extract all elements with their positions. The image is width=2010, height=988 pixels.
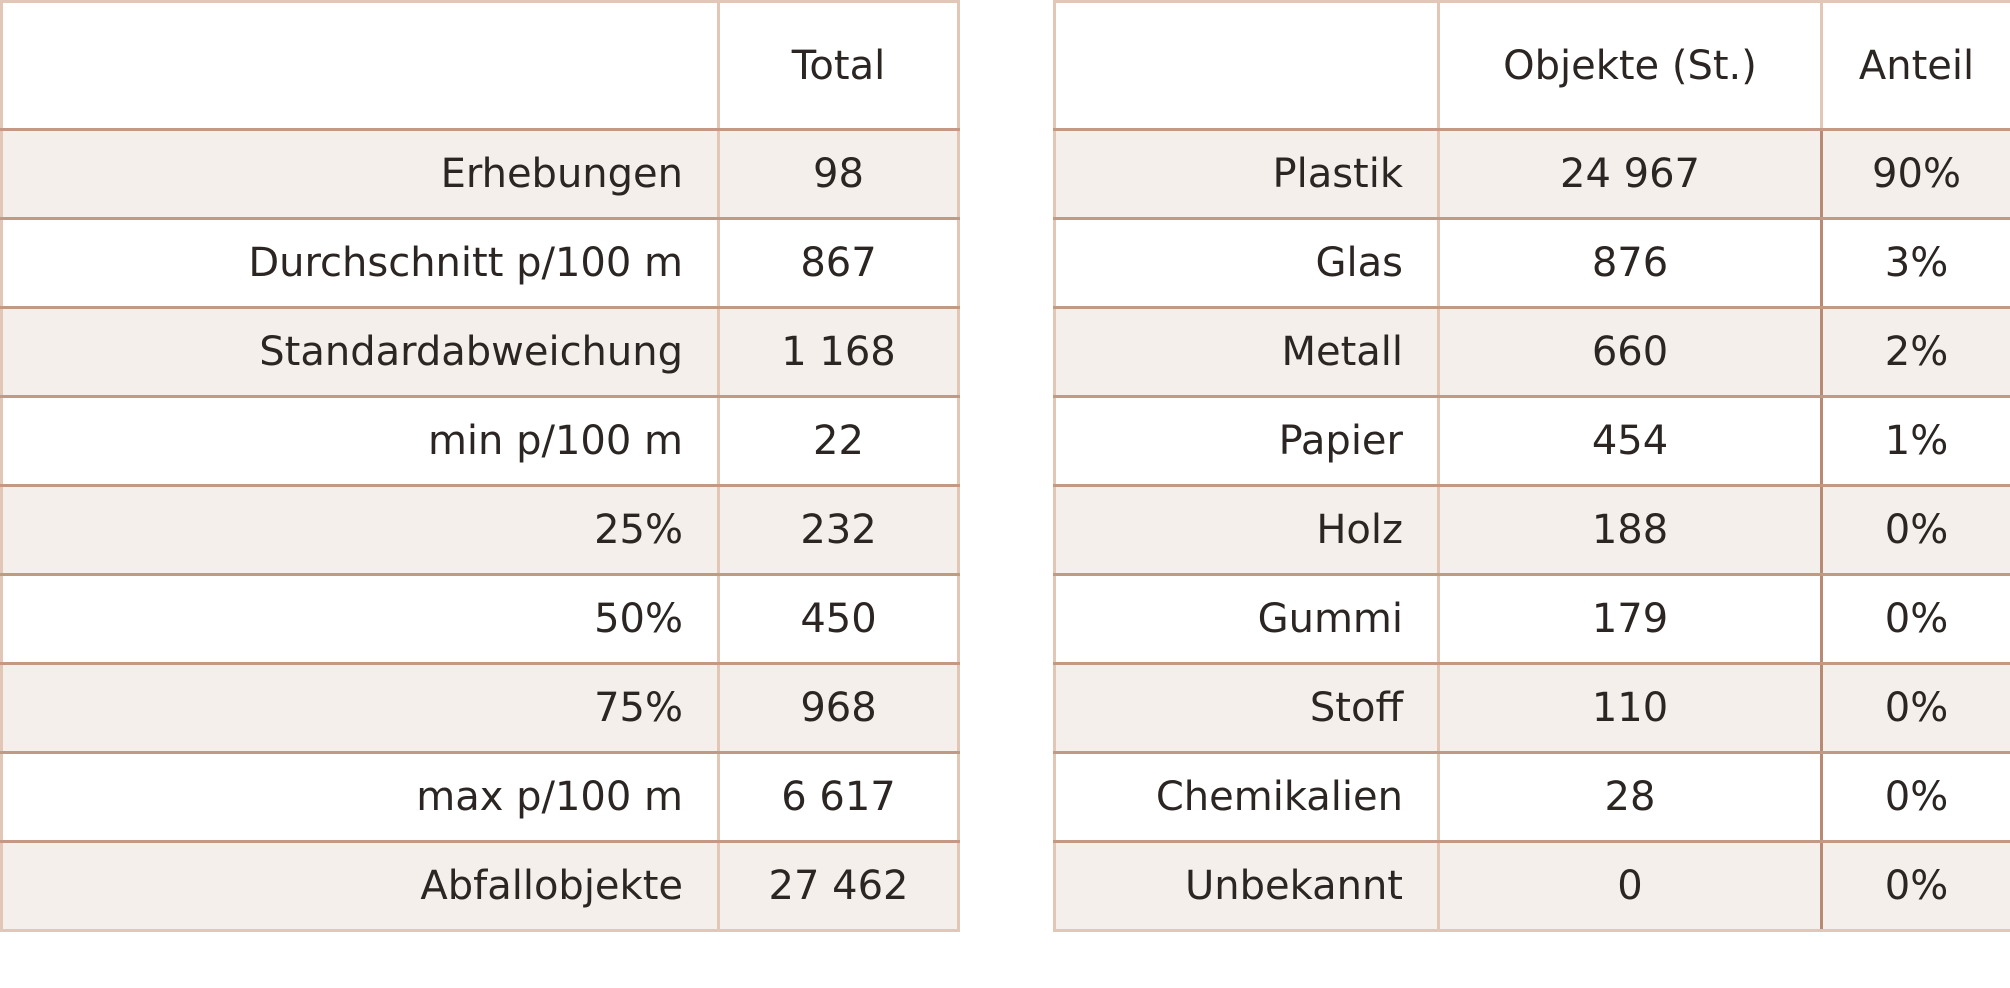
share-percent: 0%: [1820, 662, 2010, 754]
table-row: Stoff 110 0%: [1053, 662, 2010, 754]
table-row: Holz 188 0%: [1053, 484, 2010, 576]
table-row: Erhebungen 98: [0, 128, 960, 220]
column-header-share: Anteil: [1820, 0, 2010, 131]
material-name: Metall: [1053, 306, 1440, 398]
table-row: Unbekannt 0 0%: [1053, 840, 2010, 932]
row-label: 75%: [0, 662, 720, 754]
row-value: 450: [717, 573, 960, 665]
table-row: Gummi 179 0%: [1053, 573, 2010, 665]
share-percent: 0%: [1820, 573, 2010, 665]
table-row: 25% 232: [0, 484, 960, 576]
material-name: Holz: [1053, 484, 1440, 576]
row-label: Erhebungen: [0, 128, 720, 220]
table-row: Standardabweichung 1 168: [0, 306, 960, 398]
row-label: Standardabweichung: [0, 306, 720, 398]
table-row: Durchschnitt p/100 m 867: [0, 217, 960, 309]
share-percent: 0%: [1820, 751, 2010, 843]
row-value: 968: [717, 662, 960, 754]
object-count: 660: [1437, 306, 1823, 398]
table-row: Abfallobjekte 27 462: [0, 840, 960, 932]
share-percent: 0%: [1820, 840, 2010, 932]
row-label: min p/100 m: [0, 395, 720, 487]
table-row: Chemikalien 28 0%: [1053, 751, 2010, 843]
share-percent: 3%: [1820, 217, 2010, 309]
table-header-row: Total: [0, 0, 960, 131]
object-count: 454: [1437, 395, 1823, 487]
row-label: max p/100 m: [0, 751, 720, 843]
table-row: Plastik 24 967 90%: [1053, 128, 2010, 220]
table-row: min p/100 m 22: [0, 395, 960, 487]
material-name: Gummi: [1053, 573, 1440, 665]
column-header-label: [0, 0, 720, 131]
row-label: Durchschnitt p/100 m: [0, 217, 720, 309]
share-percent: 0%: [1820, 484, 2010, 576]
row-label: 25%: [0, 484, 720, 576]
column-header-material: [1053, 0, 1440, 131]
share-percent: 1%: [1820, 395, 2010, 487]
row-label: 50%: [0, 573, 720, 665]
row-value: 6 617: [717, 751, 960, 843]
column-header-total: Total: [717, 0, 960, 131]
summary-statistics-table: Total Erhebungen 98 Durchschnitt p/100 m 86…: [0, 0, 960, 932]
material-name: Papier: [1053, 395, 1440, 487]
table-row: 50% 450: [0, 573, 960, 665]
object-count: 24 967: [1437, 128, 1823, 220]
row-value: 27 462: [717, 840, 960, 932]
table-header-row: Objekte (St.) Anteil: [1053, 0, 2010, 131]
object-count: 179: [1437, 573, 1823, 665]
table-row: 75% 968: [0, 662, 960, 754]
row-value: 232: [717, 484, 960, 576]
material-name: Chemikalien: [1053, 751, 1440, 843]
object-count: 28: [1437, 751, 1823, 843]
row-value: 867: [717, 217, 960, 309]
object-count: 188: [1437, 484, 1823, 576]
object-count: 110: [1437, 662, 1823, 754]
material-breakdown-table: Objekte (St.) Anteil Plastik 24 967 90% Gla…: [1053, 0, 2010, 932]
share-percent: 2%: [1820, 306, 2010, 398]
row-value: 1 168: [717, 306, 960, 398]
row-value: 22: [717, 395, 960, 487]
row-label: Abfallobjekte: [0, 840, 720, 932]
material-name: Plastik: [1053, 128, 1440, 220]
column-header-objects: Objekte (St.): [1437, 0, 1823, 131]
object-count: 0: [1437, 840, 1823, 932]
material-name: Glas: [1053, 217, 1440, 309]
table-row: Papier 454 1%: [1053, 395, 2010, 487]
material-name: Stoff: [1053, 662, 1440, 754]
material-name: Unbekannt: [1053, 840, 1440, 932]
object-count: 876: [1437, 217, 1823, 309]
table-row: Metall 660 2%: [1053, 306, 2010, 398]
row-value: 98: [717, 128, 960, 220]
share-percent: 90%: [1820, 128, 2010, 220]
table-row: Glas 876 3%: [1053, 217, 2010, 309]
